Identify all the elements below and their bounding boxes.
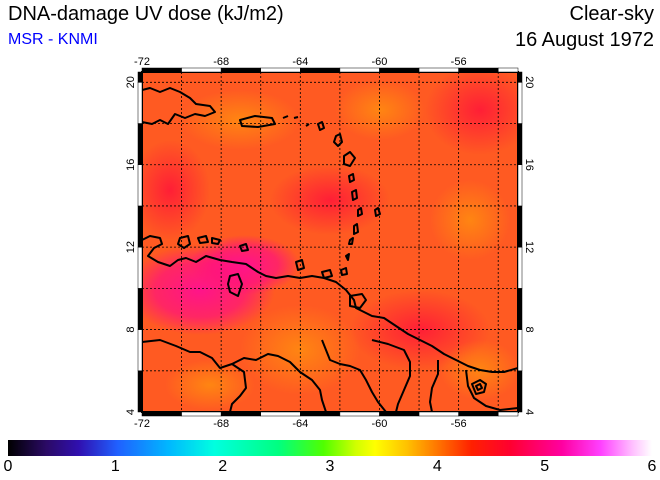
colorbar-tick-label: 0 xyxy=(3,458,13,475)
longitude-tick-label: -72 xyxy=(134,56,150,68)
colorbar-tick-label: 4 xyxy=(432,458,442,475)
latitude-tick-label: 4 xyxy=(125,409,137,415)
longitude-tick-label: -60 xyxy=(372,418,388,430)
latitude-tick-label: 8 xyxy=(523,327,535,333)
latitude-tick-label: 4 xyxy=(523,409,535,415)
longitude-tick-label: -72 xyxy=(134,418,150,430)
longitude-labels-bottom: -72 -68 -64 -60 -56 xyxy=(134,418,467,430)
latitude-tick-label: 12 xyxy=(125,241,137,253)
map-date: 16 August 1972 xyxy=(514,29,654,51)
longitude-tick-label: -68 xyxy=(213,56,229,68)
colorbar xyxy=(8,440,652,456)
latitude-labels-left: 4 8 12 16 20 xyxy=(125,76,137,415)
latitude-tick-label: 16 xyxy=(125,159,137,171)
colorbar-tick-label: 6 xyxy=(647,458,657,475)
latitude-tick-label: 20 xyxy=(523,76,535,88)
longitude-tick-label: -56 xyxy=(451,418,467,430)
colorbar-tick-label: 1 xyxy=(110,458,120,475)
colorbar-tick-label: 3 xyxy=(325,458,335,475)
latitude-labels-right: 4 8 12 16 20 xyxy=(523,76,535,415)
map-gridlines xyxy=(142,72,518,412)
map-title: DNA-damage UV dose (kJ/m2) xyxy=(8,3,284,25)
colorbar-tick-label: 2 xyxy=(218,458,228,475)
longitude-tick-label: -68 xyxy=(213,418,229,430)
longitude-tick-label: -56 xyxy=(451,56,467,68)
longitude-tick-label: -64 xyxy=(292,418,308,430)
latitude-tick-label: 8 xyxy=(125,327,137,333)
latitude-tick-label: 20 xyxy=(125,76,137,88)
longitude-tick-label: -60 xyxy=(372,56,388,68)
colorbar-tick-label: 5 xyxy=(540,458,550,475)
longitude-labels-top: -72 -68 -64 -60 -56 xyxy=(134,56,467,68)
longitude-tick-label: -64 xyxy=(292,56,308,68)
map-source: MSR - KNMI xyxy=(8,31,98,48)
coastlines xyxy=(142,87,518,412)
sky-condition: Clear-sky xyxy=(569,3,654,25)
latitude-tick-label: 16 xyxy=(523,159,535,171)
latitude-tick-label: 12 xyxy=(523,241,535,253)
map-frame xyxy=(137,67,523,417)
